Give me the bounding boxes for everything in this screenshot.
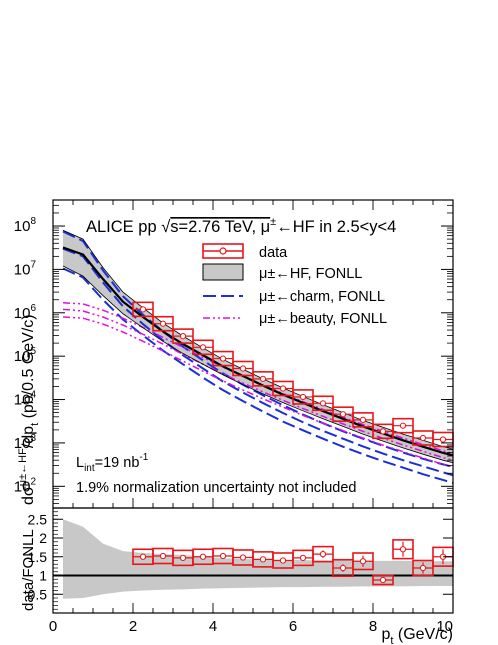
data-point-marker [139,306,147,313]
beauty-lower-line [62,316,453,468]
data-point-marker [239,365,247,372]
y-tick-label: 103 [14,433,37,452]
data-point-marker [299,393,307,401]
legend-data-label: data [259,245,288,261]
y-tick-label: 108 [14,216,37,235]
ratio-points [132,539,454,586]
ratio-point-marker [419,564,427,572]
legend-entry-data: data [202,243,288,261]
y-tick-label: 104 [14,390,37,409]
x-tick-label: 6 [289,618,297,635]
legend-entry-charm: μ±←charm, FONLL [203,289,385,305]
top-x-ticks [52,200,454,508]
ratio-point-marker [199,553,207,560]
bottom-x-axis: 0 2 4 6 8 10 [49,603,454,635]
x-tick-label: 0 [49,618,57,635]
data-point-marker [359,416,367,423]
data-point-marker [259,375,267,382]
x-tick-label: 10 [436,618,453,635]
ratio-point-marker [219,552,227,560]
data-point-marker [439,436,447,443]
data-point-marker [419,434,427,442]
data-point-marker [199,344,207,351]
ratio-point-marker [279,557,287,564]
legend-entry-beauty: μ±←beauty, FONLL [203,311,387,327]
y-tick-label: 105 [14,346,37,365]
ratio-point-marker [359,558,367,565]
ratio-y-tick-label: 2 [39,530,47,546]
legend-fonll-swatch [202,263,244,281]
model-curves [62,229,453,484]
beauty-central-line [62,308,453,461]
ratio-y-tick-label: 0.5 [28,586,48,602]
data-points [132,301,454,448]
data-point-marker [319,400,327,407]
y-tick-label: 106 [14,303,37,322]
ratio-point-marker [239,554,247,561]
ratio-point-marker [319,551,327,558]
ratio-point-marker [399,546,407,553]
ratio-point-marker [159,552,167,560]
legend-data-marker [219,247,227,255]
y-tick-label: 107 [14,259,37,278]
ratio-point-marker [379,576,387,584]
data-point-marker [379,428,387,435]
fonll-central-line [62,246,453,457]
bottom-panel: 0.5 1 1.5 2 2.5 0 2 4 6 8 10 data/FONLL pt (GeV/c… [20,507,454,645]
ratio-point-marker [139,553,147,560]
top-panel: 102 103 104 105 106 107 108 ALICE pp √s=2.76 T… [14,199,454,509]
ratio-band-area [63,519,453,599]
legend-fonll-label: μ±←HF, FONLL [259,266,362,282]
legend: data μ±←HF, FONLL μ±←charm, FONLL μ±←bea… [202,243,387,327]
ratio-y-tick-label: 1.5 [28,549,48,565]
data-point-marker [159,320,167,327]
data-point-marker [219,355,227,362]
luminosity-label: Lint=19 nb-1 [76,452,149,474]
y-tick-label: 102 [14,476,37,495]
data-point-marker [179,333,187,340]
beauty-upper-line [62,302,453,455]
legend-beauty-label: μ±←beauty, FONLL [259,311,387,327]
ratio-y-tick-label: 2.5 [28,511,48,527]
ratio-band [63,519,453,599]
x-tick-label: 4 [209,618,217,635]
top-y-axis: 102 103 104 105 106 107 108 [14,204,453,504]
legend-charm-label: μ±←charm, FONLL [259,289,385,305]
data-point-marker [399,422,407,429]
legend-entry-fonll: μ±←HF, FONLL [202,263,362,282]
fonll-band [63,230,453,463]
fonll-band-area [63,230,453,463]
y-axis-label-top: dσμ±←HF/dpt (pb/0.5 GeV/c) [17,314,41,505]
ratio-y-tick-label: 1 [39,568,47,584]
y-axis-label-bottom: data/FONLL [20,529,37,611]
x-tick-label: 2 [129,618,137,635]
bottom-y-axis: 0.5 1 1.5 2 2.5 [28,511,453,610]
normalization-note: 1.9% normalization uncertainty not inclu… [76,480,357,496]
ratio-point-marker [259,556,267,563]
fonll-lower-edge [62,265,453,464]
ratio-point-marker [179,554,187,561]
x-axis-label: pt (GeV/c) [381,626,453,645]
fonll-upper-edge [62,229,453,450]
x-tick-label: 8 [369,618,377,635]
data-point-marker [279,385,287,392]
ratio-point-marker [339,564,347,572]
ratio-point-marker [299,554,307,561]
charm-central-line [62,247,453,477]
data-point-marker [339,411,347,418]
chart-title: ALICE pp √s=2.76 TeV, μ±←HF in 2.5<y<4 [86,216,396,236]
charm-upper-line [62,230,453,468]
